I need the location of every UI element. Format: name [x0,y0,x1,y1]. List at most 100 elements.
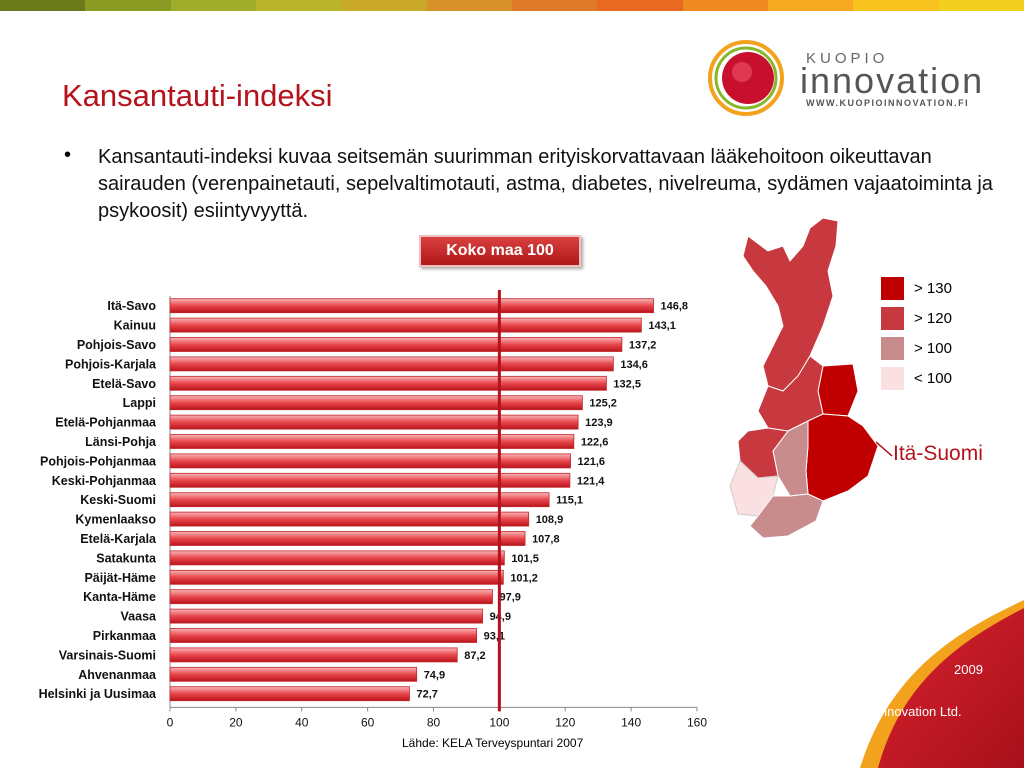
bullet-marker: • [64,144,72,166]
value-label: 101,2 [510,572,538,584]
legend-label: > 100 [914,339,952,357]
source-note: Lähde: KELA Terveyspuntari 2007 [402,736,584,750]
bar [169,395,583,411]
category-label: Itä-Savo [107,299,156,313]
value-label: 125,2 [589,398,617,410]
description-text: Kansantauti-indeksi kuvaa seitsemän suur… [98,146,993,222]
bar [169,298,654,314]
page-title: Kansantauti-indeksi [62,78,333,113]
category-label: Keski-Pohjanmaa [52,474,157,488]
legend-swatch-100 [881,336,904,360]
x-tick-label: 120 [555,715,575,729]
category-label: Ahvenanmaa [78,668,157,682]
value-label: 115,1 [556,495,583,507]
footer-swoosh [860,600,1024,768]
bar [169,414,579,430]
value-label: 121,4 [577,475,605,487]
bar [169,686,410,702]
legend-item: > 120 [881,303,952,333]
bar [169,492,550,508]
x-tick-label: 100 [489,715,509,729]
bar [169,317,642,333]
value-label: 123,9 [585,417,613,429]
legend-item: > 130 [881,273,952,303]
category-label: Varsinais-Suomi [59,648,156,662]
category-label: Kanta-Häme [83,590,156,604]
category-label: Kymenlaakso [75,513,156,527]
value-label: 101,5 [511,553,539,565]
value-label: 97,9 [499,592,520,604]
x-tick-label: 40 [295,715,309,729]
category-label: Länsi-Pohja [85,435,157,449]
bar [169,531,526,546]
category-label: Pohjois-Karjala [65,357,157,371]
map-region-kainuu [817,363,859,417]
category-label: Etelä-Karjala [80,532,157,546]
value-label: 134,6 [620,359,648,371]
logo-url: WWW.KUOPIOINNOVATION.FI [806,98,970,108]
category-label: Kainuu [114,319,156,333]
kuopio-logo-mark [708,40,784,116]
value-label: 93,1 [484,631,505,643]
reference-callout: Koko maa 100 [419,235,581,267]
bar [169,434,575,449]
category-label: Lappi [123,396,156,410]
value-label: 107,8 [532,534,560,546]
bar [169,511,530,527]
category-label: Keski-Suomi [80,493,156,507]
category-label: Etelä-Savo [92,377,156,391]
bar [169,647,458,663]
bar [169,550,505,566]
finland-map [729,217,879,539]
bar-chart: Itä-Savo 146,8 Kainuu 143,1 Pohjois-Savo 137,… [39,290,707,729]
category-label: Helsinki ja Uusimaa [39,687,157,701]
x-tick-label: 80 [427,715,441,729]
value-label: 108,9 [536,514,564,526]
legend-label: > 130 [914,279,952,297]
logo-word-innovation: innovation [800,60,985,101]
map-region-ita-suomi [805,413,879,502]
legend-item: < 100 [881,363,952,393]
value-label: 146,8 [661,301,689,313]
category-label: Päijät-Häme [84,571,156,585]
legend-swatch-130 [881,276,904,300]
category-label: Vaasa [121,610,158,624]
legend-swatch-120 [881,306,904,330]
map-region-pohjois-pohjanmaa [757,355,824,432]
x-tick-label: 0 [167,715,174,729]
value-label: 143,1 [648,320,676,332]
map-region-etela-suomi [749,493,824,539]
value-label: 74,9 [424,669,445,681]
legend-label: < 100 [914,369,952,387]
legend-label: > 120 [914,309,952,327]
map-region-lappi [742,217,839,392]
bar [169,472,571,488]
value-label: 121,6 [578,456,606,468]
value-label: 72,7 [416,689,437,701]
category-label: Pohjois-Savo [77,338,157,352]
top-color-strip [0,0,1024,11]
bar [169,589,493,605]
value-label: 137,2 [629,340,657,352]
value-label: 87,2 [464,650,485,662]
value-label: 122,6 [581,437,609,449]
bar [169,453,571,469]
bar [169,337,623,352]
category-label: Satakunta [96,551,157,565]
x-tick-label: 160 [687,715,707,729]
x-tick-label: 20 [229,715,243,729]
legend-item: > 100 [881,333,952,363]
category-label: Pohjois-Pohjanmaa [40,454,157,468]
year-label: 2009 [954,662,983,677]
category-label: Pirkanmaa [93,629,157,643]
map-legend: > 130 > 120 > 100 < 100 [881,273,952,393]
bar [169,628,478,643]
bar [169,375,607,391]
bar [169,666,418,682]
region-pointer-line [876,441,893,457]
x-tick-label: 140 [621,715,641,729]
legend-swatch-below-100 [881,366,904,390]
x-tick-label: 60 [361,715,375,729]
logo-word-kuopio: KUOPIO [806,50,889,67]
value-label: 132,5 [613,378,641,390]
